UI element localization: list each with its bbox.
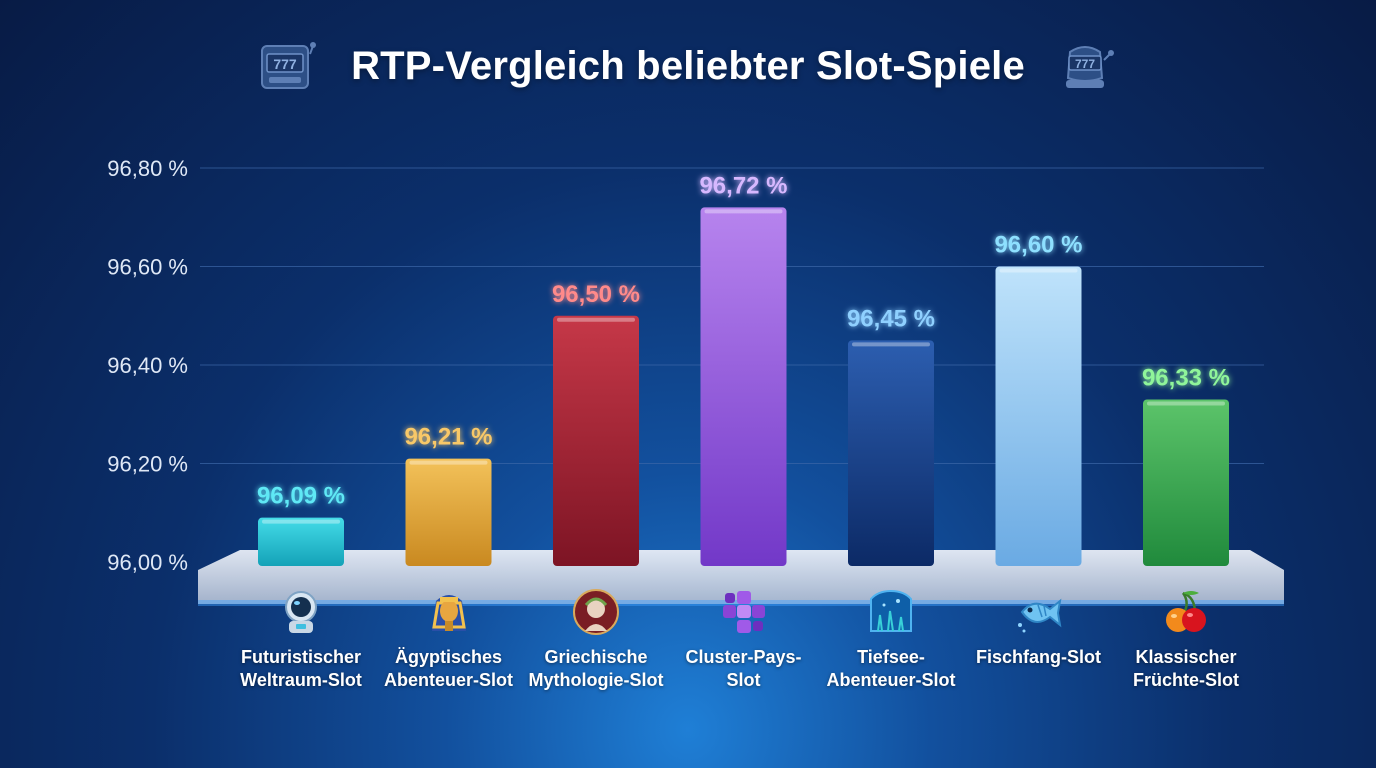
bar-highlight	[999, 268, 1078, 273]
bar	[700, 207, 787, 566]
purple-gem-cluster-icon	[719, 587, 769, 637]
astronaut-icon	[276, 587, 326, 637]
category-label: Klassischer Früchte-Slot	[1111, 646, 1261, 692]
category-label-line: Klassischer	[1135, 647, 1237, 667]
bar-value-label: 96,33 %	[1142, 364, 1230, 391]
bar-value-label: 96,09 %	[257, 483, 345, 510]
category-label: Futuristischer Weltraum-Slot	[226, 646, 376, 692]
bar	[995, 266, 1082, 566]
bar-value-label: 96,60 %	[994, 232, 1082, 259]
bar-highlight	[262, 519, 340, 524]
bar-value-label: 96,50 %	[552, 281, 640, 308]
category-label: Tiefsee- Abenteuer-Slot	[816, 646, 966, 692]
bar-highlight	[557, 317, 635, 322]
category-label: Griechische Mythologie-Slot	[521, 646, 671, 692]
bar-highlight	[852, 342, 930, 347]
bar	[848, 340, 934, 566]
bar-value-label: 96,72 %	[699, 172, 787, 199]
svg-text:777: 777	[1075, 57, 1095, 71]
category-label-line: Futuristischer	[240, 647, 362, 667]
slot-machine-icon: 777	[1058, 40, 1116, 94]
category-label-line: Früchte-Slot	[1133, 670, 1239, 690]
category-label-line: Abenteuer-Slot	[383, 670, 513, 690]
svg-text:777: 777	[273, 56, 297, 72]
category-label-line: Fischfang-Slot	[976, 647, 1101, 667]
category-label-line: Weltraum-Slot	[240, 670, 362, 690]
category-label-line: Ägyptisches	[394, 647, 503, 667]
greek-bust-icon	[571, 587, 621, 637]
category-label-line: Cluster-Pays-	[685, 647, 802, 667]
y-tick-label: 96,80 %	[107, 156, 188, 181]
bar-value-label: 96,45 %	[847, 305, 935, 332]
bar	[258, 517, 344, 566]
y-tick-label: 96,00 %	[107, 550, 188, 575]
category-label-line: Abenteuer-Slot	[826, 670, 956, 690]
bar-highlight	[409, 460, 488, 465]
deep-sea-icon	[866, 587, 916, 637]
bar	[553, 315, 639, 566]
pharaoh-icon	[424, 587, 474, 637]
slot-machine-icon: 777	[258, 40, 316, 94]
bar-highlight	[1147, 401, 1225, 406]
y-tick-label: 96,20 %	[107, 452, 188, 477]
bar	[1143, 399, 1229, 566]
chart-title: RTP-Vergleich beliebter Slot-Spiele	[351, 44, 1025, 88]
bar-value-label: 96,21 %	[404, 424, 492, 451]
fish-icon	[1014, 587, 1064, 637]
category-label-line: Mythologie-Slot	[528, 670, 664, 690]
category-label-line: Slot	[726, 670, 761, 690]
category-label: Ägyptisches Abenteuer-Slot	[374, 646, 524, 692]
bar	[405, 458, 492, 566]
bar-highlight	[704, 209, 783, 214]
category-label: Fischfang-Slot	[964, 646, 1114, 669]
category-label: Cluster-Pays- Slot	[669, 646, 819, 692]
category-label-line: Tiefsee-	[857, 647, 925, 667]
category-label-line: Griechische	[544, 647, 648, 667]
y-tick-label: 96,60 %	[107, 255, 188, 280]
y-tick-label: 96,40 %	[107, 353, 188, 378]
cherries-icon	[1161, 587, 1211, 637]
